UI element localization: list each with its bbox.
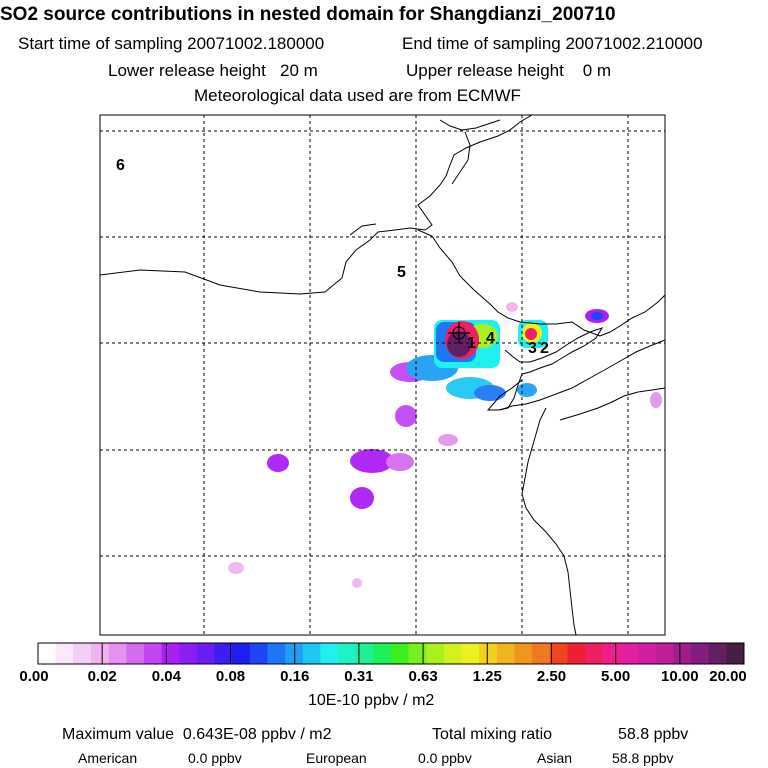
colorbar-swatch <box>514 643 533 664</box>
colorbar-tick-label: 0.63 <box>408 668 438 685</box>
colorbar-swatch <box>302 643 321 664</box>
total-mixing-value: 58.8 ppbv <box>618 726 689 743</box>
region-label-6: 6 <box>116 157 125 174</box>
colorbar-swatch <box>726 643 745 664</box>
colorbar-swatch <box>196 643 215 664</box>
region-label-2: 2 <box>540 340 549 357</box>
lower-height-label: Lower release height 20 m <box>108 61 318 80</box>
coastlines <box>100 115 665 635</box>
colorbar-tick-label: 0.31 <box>344 668 374 685</box>
colorbar-swatch <box>496 643 516 664</box>
upper-height-label: Upper release height 0 m <box>406 61 612 80</box>
max-value-label: Maximum value 0.643E-08 ppbv / m2 <box>62 726 332 743</box>
colorbar-swatch <box>391 643 410 664</box>
plume-core <box>434 309 609 368</box>
region-labels: 6 5 1 4 3 2 <box>116 157 549 357</box>
colorbar-swatch <box>408 643 427 664</box>
plume-layer <box>100 115 665 635</box>
colorbar-swatch <box>38 643 57 664</box>
colorbar-swatch <box>443 643 463 664</box>
colorbar-swatch <box>55 643 74 664</box>
region-label-3: 3 <box>528 340 537 357</box>
colorbar-swatch <box>549 643 568 664</box>
colorbar-swatch <box>249 643 268 664</box>
colorbar-swatch <box>567 643 586 664</box>
colorbar-swatch <box>143 643 163 664</box>
region-label-4: 4 <box>486 330 495 347</box>
met-data-label: Meteorological data used are from ECMWF <box>194 86 521 105</box>
colorbar-tick-label: 0.02 <box>87 668 117 685</box>
colorbar-swatch <box>285 643 304 664</box>
colorbar-swatch <box>126 643 145 664</box>
colorbar-swatch <box>585 643 604 664</box>
colorbar-swatch <box>479 643 498 664</box>
colorbar <box>37 642 745 665</box>
end-time-label: End time of sampling 20071002.210000 <box>402 34 703 53</box>
colorbar-swatch <box>161 643 180 664</box>
colorbar-tick-label: 0.16 <box>280 668 310 685</box>
colorbar-swatch <box>673 643 692 664</box>
colorbar-swatch <box>426 643 445 664</box>
european-label: European <box>306 750 367 766</box>
map-border <box>99 114 666 636</box>
colorbar-swatch <box>638 643 657 664</box>
colorbar-swatch <box>214 643 233 664</box>
american-label: American <box>78 750 138 766</box>
colorbar-swatch <box>532 643 551 664</box>
cross-marker <box>448 322 470 344</box>
colorbar-swatch <box>602 643 621 664</box>
asian-label: Asian <box>537 750 573 766</box>
colorbar-swatch <box>320 643 339 664</box>
colorbar-swatch <box>620 643 639 664</box>
asian-value: 58.8 ppbv <box>612 750 674 766</box>
colorbar-swatch <box>267 643 286 664</box>
region-label-1: 1 <box>467 335 476 352</box>
colorbar-swatch <box>461 643 480 664</box>
colorbar-tick-label: 10.00 <box>661 668 699 685</box>
colorbar-swatch <box>655 643 674 664</box>
colorbar-tick-label: 5.00 <box>601 668 631 685</box>
colorbar-tick-label: 0.00 <box>19 668 49 685</box>
colorbar-swatch <box>355 643 374 664</box>
colorbar-swatch <box>708 643 727 664</box>
colorbar-swatch <box>232 643 251 664</box>
colorbar-swatch <box>373 643 392 664</box>
colorbar-tick-label: 20.00 <box>709 668 747 685</box>
graticule <box>100 115 665 635</box>
colorbar-swatch <box>338 643 357 664</box>
plume-tail <box>228 302 662 588</box>
colorbar-tick-label: 2.50 <box>536 668 567 685</box>
colorbar-tick-label: 1.25 <box>472 668 502 685</box>
region-label-5: 5 <box>397 264 406 281</box>
american-value: 0.0 ppbv <box>188 750 242 766</box>
units-label: 10E-10 ppbv / m2 <box>308 692 435 709</box>
colorbar-swatch <box>90 643 110 664</box>
start-time-label: Start time of sampling 20071002.180000 <box>18 34 325 53</box>
colorbar-swatch <box>108 643 127 664</box>
colorbar-swatch <box>179 643 198 664</box>
colorbar-swatch <box>73 643 92 664</box>
colorbar-swatch <box>691 643 710 664</box>
european-value: 0.0 ppbv <box>418 750 472 766</box>
total-mixing-label: Total mixing ratio <box>432 726 553 743</box>
page-title: SO2 source contributions in nested domai… <box>0 4 616 25</box>
colorbar-border <box>37 642 745 665</box>
colorbar-tick-label: 0.04 <box>151 668 181 685</box>
colorbar-tick-label: 0.08 <box>215 668 246 685</box>
